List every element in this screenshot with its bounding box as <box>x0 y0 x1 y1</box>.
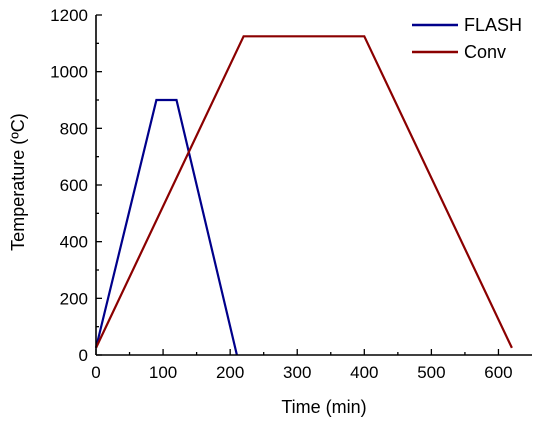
y-tick-label: 600 <box>60 176 88 195</box>
x-tick-label: 0 <box>91 363 100 382</box>
y-axis-ticks: 0 200 400 600 800 1000 1200 <box>50 6 102 365</box>
series-line-flash <box>94 98 238 356</box>
legend-label-flash: FLASH <box>464 15 522 35</box>
legend-label-conv: Conv <box>464 42 506 62</box>
x-tick-label: 500 <box>417 363 445 382</box>
legend: FLASH Conv <box>412 15 522 62</box>
x-tick-label: 400 <box>350 363 378 382</box>
y-tick-label: 200 <box>60 289 88 308</box>
x-axis-ticks: 0 100 200 300 400 500 600 <box>91 349 513 382</box>
y-tick-label: 800 <box>60 119 88 138</box>
x-tick-label: 100 <box>149 363 177 382</box>
x-tick-label: 600 <box>484 363 512 382</box>
x-tick-label: 200 <box>216 363 244 382</box>
series-line-conv <box>95 35 513 349</box>
x-axis-title: Time (min) <box>281 397 366 417</box>
y-tick-label: 1200 <box>50 6 88 25</box>
y-tick-label: 1000 <box>50 63 88 82</box>
series-layer <box>94 35 513 356</box>
y-tick-label: 0 <box>79 346 88 365</box>
y-tick-label: 400 <box>60 233 88 252</box>
y-axis-title: Temperature (ºC) <box>8 113 28 251</box>
x-tick-label: 300 <box>283 363 311 382</box>
plot-area: 0 100 200 300 400 500 600 0 200 400 600 800 1000 120… <box>50 6 532 382</box>
